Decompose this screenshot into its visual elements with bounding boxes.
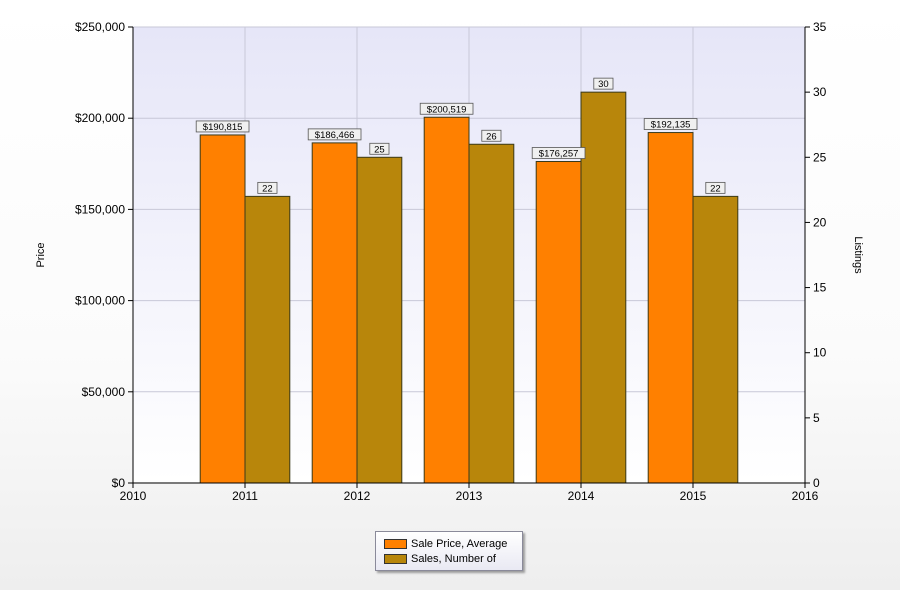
y-tick-label: $200,000: [75, 111, 125, 125]
legend-item-sale-price: Sale Price, Average: [384, 536, 522, 551]
data-label: $190,815: [203, 122, 243, 133]
y2-tick-label: 10: [813, 346, 827, 360]
y2-axis-title: Listings: [852, 236, 864, 274]
y2-tick-label: 15: [813, 281, 827, 295]
bar-sale-price: [535, 161, 582, 484]
data-label-box: [705, 181, 726, 194]
y2-tick-label: 35: [813, 20, 827, 34]
y2-tick-label: 0: [813, 476, 820, 490]
y2-tick-label: 20: [813, 215, 827, 229]
data-label-box: [257, 181, 278, 194]
legend-swatch-sales-count: [384, 553, 407, 564]
y-tick-label: $0: [112, 476, 126, 490]
data-label-box: [419, 102, 474, 115]
data-labels: $190,815 22 $186,466 25 $200,519 26 $176,257 30…: [195, 77, 726, 194]
x-tick-label: 2013: [456, 489, 483, 503]
legend: Sale Price, Average Sales, Number of: [375, 531, 523, 571]
x-tick-label: 2014: [568, 489, 595, 503]
data-label-box: [593, 77, 614, 90]
data-label: $186,466: [315, 130, 355, 141]
x-tick-label: 2012: [344, 489, 371, 503]
data-label: $176,257: [539, 149, 579, 160]
y-tick-label: $150,000: [75, 202, 125, 216]
data-label-box: [531, 147, 586, 159]
legend-label-sales-count: Sales, Number of: [411, 552, 496, 565]
bar-sale-price: [423, 116, 470, 484]
data-label-box: [195, 120, 250, 133]
x-tick-label: 2011: [232, 489, 258, 503]
data-label: $192,135: [651, 120, 691, 131]
data-label: 30: [598, 79, 609, 90]
data-label-box: [369, 142, 390, 155]
bar-sales-count: [356, 156, 403, 484]
x-tick-label: 2015: [680, 489, 707, 503]
tick-labels: $0 $50,000 $100,000 $150,000 $200,000 $250,00…: [75, 20, 827, 503]
y2-tick-label: 25: [813, 150, 827, 164]
legend-item-sales-count: Sales, Number of: [384, 551, 522, 566]
data-label-box: [307, 128, 362, 141]
x-tick-label: 2016: [792, 489, 819, 503]
legend-label-sale-price: Sale Price, Average: [411, 537, 508, 550]
x-tick-label: 2010: [120, 489, 147, 503]
bar-sale-price: [647, 132, 694, 484]
bar-sales-count: [580, 91, 627, 484]
y2-tick-label: 30: [813, 85, 827, 99]
bar-sales-count: [244, 195, 291, 484]
y2-tick-label: 5: [813, 411, 820, 425]
y-tick-label: $250,000: [75, 20, 125, 34]
data-label-box: [481, 129, 502, 142]
y-axis-title: Price: [35, 242, 47, 267]
data-label: $200,519: [427, 104, 467, 115]
bar-sale-price: [199, 134, 246, 484]
data-label: 25: [374, 144, 385, 155]
bar-sales-count: [692, 195, 739, 484]
bar-sale-price: [311, 142, 358, 484]
data-label: 22: [710, 183, 721, 194]
bar-sales-count: [468, 143, 515, 484]
y-tick-label: $100,000: [75, 294, 125, 308]
bars: [199, 91, 739, 484]
data-label: 22: [262, 183, 273, 194]
data-label: 26: [486, 131, 497, 142]
legend-swatch-sale-price: [384, 538, 407, 549]
data-label-box: [643, 118, 698, 130]
y-tick-label: $50,000: [82, 385, 126, 399]
